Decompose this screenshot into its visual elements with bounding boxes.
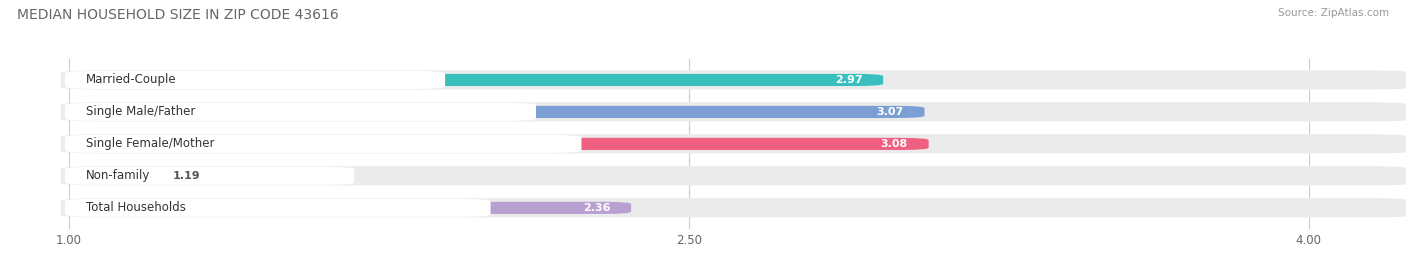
FancyBboxPatch shape [69,74,883,86]
FancyBboxPatch shape [69,202,631,214]
Text: Single Male/Father: Single Male/Father [86,105,195,118]
FancyBboxPatch shape [60,70,1406,90]
FancyBboxPatch shape [65,103,536,121]
FancyBboxPatch shape [69,138,928,150]
FancyBboxPatch shape [69,106,925,118]
Text: 3.07: 3.07 [876,107,904,117]
Text: 3.08: 3.08 [880,139,908,149]
Text: Non-family: Non-family [86,169,150,182]
FancyBboxPatch shape [65,199,491,217]
FancyBboxPatch shape [65,71,446,89]
FancyBboxPatch shape [69,170,148,182]
FancyBboxPatch shape [65,167,354,185]
Text: 2.97: 2.97 [835,75,862,85]
Text: Married-Couple: Married-Couple [86,73,176,86]
Text: 2.36: 2.36 [583,203,610,213]
Text: MEDIAN HOUSEHOLD SIZE IN ZIP CODE 43616: MEDIAN HOUSEHOLD SIZE IN ZIP CODE 43616 [17,8,339,22]
FancyBboxPatch shape [65,135,582,153]
Text: Total Households: Total Households [86,201,186,214]
FancyBboxPatch shape [60,102,1406,122]
Text: Source: ZipAtlas.com: Source: ZipAtlas.com [1278,8,1389,18]
Text: 1.19: 1.19 [173,171,200,181]
FancyBboxPatch shape [60,198,1406,217]
Text: Single Female/Mother: Single Female/Mother [86,137,214,150]
FancyBboxPatch shape [60,134,1406,154]
FancyBboxPatch shape [60,166,1406,186]
